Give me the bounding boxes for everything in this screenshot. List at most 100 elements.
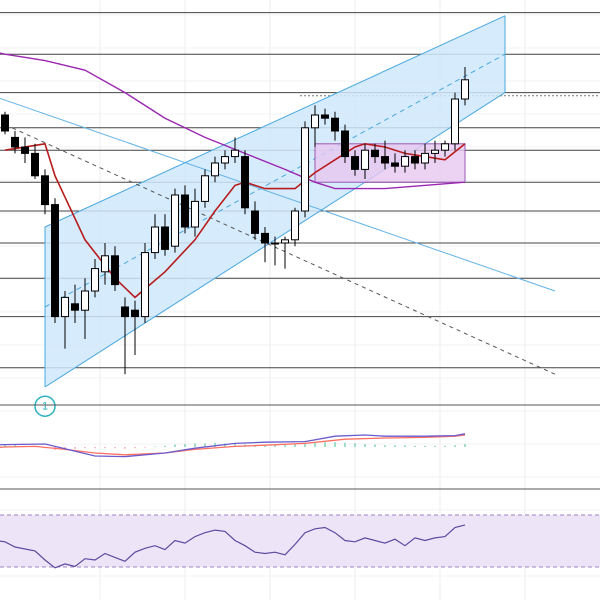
candle-body-down — [371, 149, 379, 158]
candle-body-up — [361, 149, 369, 170]
candle-body-up — [81, 290, 89, 311]
candle — [181, 185, 189, 234]
candle-body-up — [221, 156, 229, 164]
candle — [261, 227, 269, 263]
candle-body-down — [161, 226, 169, 250]
candle — [311, 105, 319, 147]
candle-body-down — [351, 156, 359, 170]
candle — [271, 236, 279, 266]
candle-body-up — [171, 194, 179, 247]
candle — [361, 143, 369, 179]
candle-body-up — [211, 162, 219, 177]
candle — [241, 150, 249, 215]
candle-body-up — [271, 242, 279, 245]
candle-body-down — [131, 309, 139, 318]
candle-body-up — [311, 114, 319, 129]
candle — [81, 278, 89, 339]
candle-body-up — [61, 296, 69, 318]
candle-body-down — [381, 156, 389, 164]
candle — [231, 137, 239, 163]
channel-marker: 1 — [34, 395, 56, 417]
pane-separators — [0, 404, 600, 490]
channel-upper-line — [44, 15, 506, 228]
channel-mid-line — [44, 53, 506, 308]
candle — [351, 150, 359, 176]
macd-pane — [0, 433, 466, 458]
candle-body-up — [281, 239, 289, 244]
candle-body-up — [291, 210, 299, 241]
candle — [371, 143, 379, 163]
candle-body-down — [181, 194, 189, 228]
candle — [281, 236, 289, 269]
candle — [91, 259, 99, 298]
candle — [201, 169, 209, 208]
candle-body-up — [101, 255, 109, 273]
candle-body-up — [191, 200, 199, 228]
candle-body-down — [261, 232, 269, 244]
regression-channel — [44, 15, 506, 388]
macd-line — [0, 433, 466, 458]
candle — [301, 121, 309, 218]
candle — [101, 243, 109, 285]
candle — [431, 140, 439, 163]
candle-body-up — [421, 152, 429, 164]
candle-body-up — [451, 98, 459, 145]
consolidation-box — [314, 143, 466, 183]
candle-body-down — [391, 162, 399, 167]
candle-body-up — [431, 149, 439, 154]
candle — [341, 124, 349, 163]
candle-body-down — [321, 114, 329, 119]
candle — [321, 108, 329, 125]
candle — [421, 143, 429, 170]
candle-body-up — [151, 226, 159, 254]
rsi-pane — [0, 514, 600, 569]
candle-body-down — [41, 175, 49, 206]
candle-body-up — [441, 143, 449, 151]
candle — [151, 214, 159, 259]
ma-slow-line — [0, 52, 466, 190]
candle — [381, 140, 389, 170]
candle-body-down — [241, 156, 249, 209]
candle-body-up — [231, 149, 239, 158]
candle-body-down — [331, 117, 339, 132]
candle — [411, 150, 419, 170]
candle-body-down — [71, 303, 79, 311]
candle — [331, 111, 339, 141]
candle — [1, 111, 9, 135]
marker-label: 1 — [42, 401, 48, 413]
rsi-band — [0, 515, 600, 567]
candle-body-up — [401, 156, 409, 167]
candle-body-down — [1, 114, 9, 132]
candle — [191, 188, 199, 237]
candle-body-down — [21, 146, 29, 154]
candle — [11, 131, 19, 154]
candle-body-down — [31, 152, 39, 177]
macd-signal-line — [0, 434, 466, 456]
candle — [211, 156, 219, 183]
consolidation-rect — [314, 143, 466, 183]
candle — [51, 198, 59, 323]
candle-body-down — [411, 156, 419, 164]
candle-body-down — [51, 204, 59, 318]
candle-body-down — [121, 306, 129, 318]
trend-line — [0, 97, 556, 292]
candle-body-up — [141, 252, 149, 318]
candle — [111, 246, 119, 291]
candle-body-up — [91, 268, 99, 292]
candle — [251, 201, 259, 240]
candle — [61, 291, 69, 349]
rsi-line — [0, 524, 466, 569]
candle — [161, 214, 169, 256]
candle-body-down — [11, 136, 19, 148]
candle — [391, 153, 399, 173]
moving-averages — [0, 52, 466, 299]
candlesticks — [1, 67, 469, 375]
price-pane — [0, 12, 600, 388]
candle — [401, 150, 409, 173]
candle — [21, 137, 29, 163]
candle — [441, 140, 449, 157]
candle — [171, 188, 179, 253]
channel-fill — [45, 15, 505, 388]
candle-body-up — [301, 127, 309, 212]
